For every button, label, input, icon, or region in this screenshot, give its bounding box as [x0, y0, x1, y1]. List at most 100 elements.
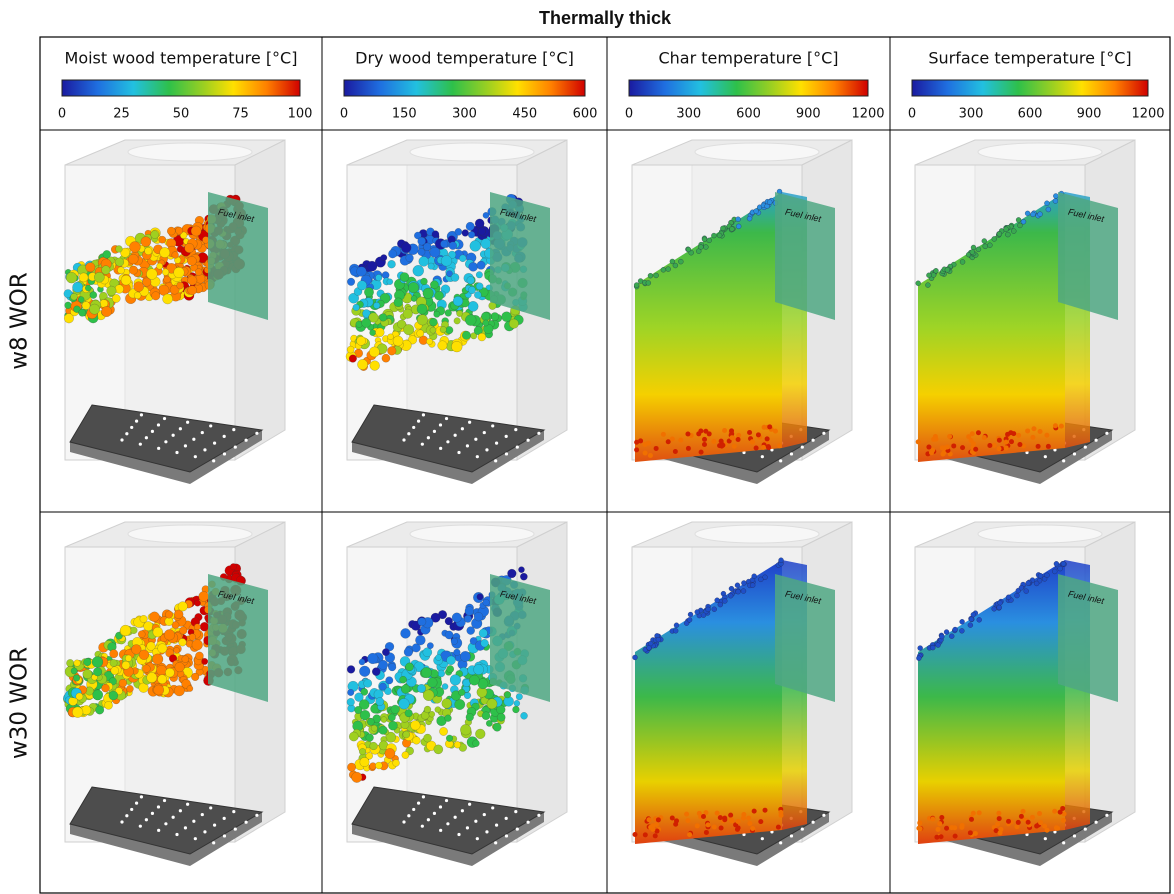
chamber-opening — [128, 143, 252, 161]
particle — [936, 643, 941, 648]
particle — [936, 827, 941, 832]
particle — [174, 610, 183, 619]
particle — [773, 429, 778, 434]
simulation-render: Fuel inlet — [347, 522, 567, 866]
particle — [446, 735, 453, 742]
particle — [1059, 424, 1064, 429]
particle — [1061, 818, 1066, 823]
particle — [1016, 217, 1021, 222]
particle — [64, 314, 74, 324]
grate-hole — [491, 806, 494, 809]
particle — [750, 583, 755, 588]
particle — [518, 567, 524, 573]
chamber-opening — [695, 525, 819, 543]
particle — [115, 258, 124, 267]
particle — [971, 612, 976, 617]
particle — [424, 706, 431, 713]
particle — [654, 273, 659, 278]
grate-hole — [125, 432, 128, 435]
grate-hole — [145, 436, 148, 439]
particle — [434, 745, 443, 754]
particle — [747, 821, 752, 826]
grate-hole — [213, 824, 216, 827]
particle — [357, 281, 367, 291]
particle — [767, 200, 772, 205]
particle — [1014, 824, 1019, 829]
grate-hole — [495, 442, 498, 445]
particle — [442, 698, 452, 708]
grate-hole — [140, 413, 143, 416]
particle — [187, 686, 193, 692]
particle — [76, 693, 83, 700]
grate-hole — [483, 431, 486, 434]
grate-hole — [203, 448, 206, 451]
particle — [103, 250, 111, 258]
grate-hole — [495, 824, 498, 827]
particle — [1034, 581, 1039, 586]
particle — [998, 600, 1003, 605]
grate-hole — [1062, 459, 1065, 462]
particle — [418, 618, 426, 626]
particle — [93, 690, 103, 700]
particle — [685, 818, 690, 823]
particle — [152, 292, 160, 300]
particle — [367, 718, 374, 725]
particle — [411, 720, 421, 730]
particle — [177, 282, 184, 289]
particle — [417, 684, 426, 693]
particle — [960, 445, 965, 450]
particle — [933, 268, 938, 273]
grate-hole — [234, 445, 237, 448]
particle — [115, 285, 124, 294]
particle — [438, 341, 447, 350]
simulation-render: Fuel inlet — [632, 140, 852, 484]
particle — [150, 612, 160, 622]
particle — [454, 318, 461, 325]
particle — [423, 734, 431, 742]
particle — [673, 628, 678, 633]
grate-hole — [244, 821, 247, 824]
particle — [997, 438, 1002, 443]
colorbar — [629, 80, 868, 96]
particle — [968, 623, 973, 628]
particle — [982, 239, 987, 244]
particle — [634, 447, 639, 452]
particle — [670, 437, 675, 442]
particle — [1005, 432, 1010, 437]
particle — [445, 617, 453, 625]
particle — [459, 255, 466, 262]
grate-hole — [537, 432, 540, 435]
particle — [195, 652, 203, 660]
grate-hole — [139, 443, 142, 446]
particle — [752, 809, 757, 814]
particle — [134, 282, 144, 292]
particle — [686, 446, 691, 451]
colorbar-tick-label: 0 — [58, 107, 66, 122]
grate-hole — [201, 813, 204, 816]
particle — [707, 431, 712, 436]
grate-hole — [186, 803, 189, 806]
grate-hole — [427, 436, 430, 439]
particle — [176, 227, 183, 234]
particle — [371, 725, 377, 731]
grate-hole — [1073, 452, 1076, 455]
particle — [476, 272, 483, 279]
grate-hole — [505, 452, 508, 455]
particle — [475, 729, 485, 739]
grate-hole — [494, 841, 497, 844]
grate-hole — [445, 417, 448, 420]
particle — [633, 832, 638, 837]
particle — [1058, 566, 1063, 571]
particle — [673, 449, 678, 454]
particle — [1054, 561, 1059, 566]
particle — [465, 315, 476, 326]
particle — [462, 331, 470, 339]
particle — [711, 233, 716, 238]
particle — [162, 269, 169, 276]
particle — [653, 833, 658, 838]
particle — [661, 432, 666, 437]
particle — [128, 254, 138, 264]
grate-hole — [223, 452, 226, 455]
particle — [1045, 828, 1050, 833]
grate-hole — [537, 814, 540, 817]
